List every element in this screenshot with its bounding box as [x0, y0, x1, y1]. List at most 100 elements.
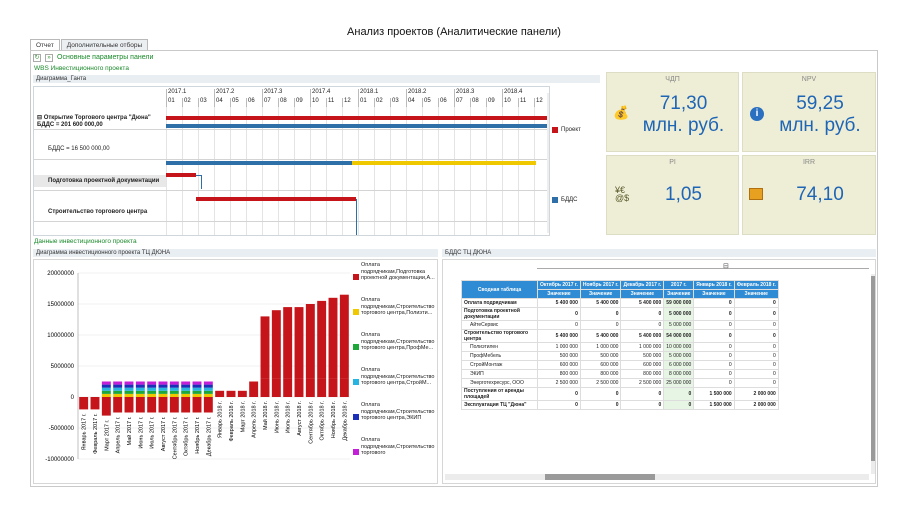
- bar-segment[interactable]: [113, 397, 123, 413]
- bar-segment[interactable]: [124, 397, 134, 413]
- bar-segment[interactable]: [113, 381, 123, 385]
- bar-segment[interactable]: [147, 384, 157, 388]
- bar-segment[interactable]: [203, 384, 213, 388]
- refresh-icon[interactable]: ↻: [33, 53, 41, 62]
- bar-segment[interactable]: [192, 393, 202, 397]
- bar-segment[interactable]: [215, 390, 225, 397]
- bar-segment[interactable]: [147, 387, 157, 391]
- pivot-column-header[interactable]: Февраль 2018 г.: [733, 280, 779, 290]
- bar-segment[interactable]: [192, 381, 202, 385]
- bar-segment[interactable]: [328, 378, 338, 397]
- bar-segment[interactable]: [181, 387, 191, 391]
- bar-segment[interactable]: [260, 316, 270, 379]
- bar-segment[interactable]: [169, 384, 179, 388]
- pivot-column-header[interactable]: Январь 2018 г.: [693, 280, 735, 290]
- bar-segment[interactable]: [181, 397, 191, 413]
- table-row[interactable]: ЭКИП 800 000 800 000 800 000 8 000 000 0 0: [461, 369, 779, 379]
- bar-segment[interactable]: [294, 307, 304, 379]
- bar-segment[interactable]: [226, 390, 236, 397]
- bar-segment[interactable]: [147, 390, 157, 394]
- bar-segment[interactable]: [203, 381, 213, 385]
- bar-segment[interactable]: [169, 381, 179, 385]
- bar-segment[interactable]: [158, 387, 168, 391]
- bar-segment[interactable]: [192, 390, 202, 394]
- bar-segment[interactable]: [135, 381, 145, 385]
- bar-segment[interactable]: [135, 384, 145, 388]
- bar-segment[interactable]: [147, 381, 157, 385]
- bar-segment[interactable]: [339, 294, 349, 379]
- table-row[interactable]: Поступления от аренды площадей 0 0 0 0 1 500 …: [461, 387, 779, 401]
- table-row[interactable]: Строительство торгового центра 5 400 000 5…: [461, 329, 779, 343]
- table-row[interactable]: СтройМонтаж 600 000 600 000 600 000 6 000 00…: [461, 360, 779, 370]
- bar-segment[interactable]: [317, 300, 327, 379]
- bar-segment[interactable]: [101, 397, 111, 416]
- bar-segment[interactable]: [79, 397, 89, 410]
- bar-segment[interactable]: [181, 381, 191, 385]
- table-row[interactable]: Эксплуатация ТЦ "Дюна" 0 0 0 0 1 500 000 2 000…: [461, 400, 779, 410]
- bar-segment[interactable]: [135, 387, 145, 391]
- bar-segment[interactable]: [271, 378, 281, 397]
- bar-segment[interactable]: [147, 393, 157, 397]
- bar-segment[interactable]: [113, 387, 123, 391]
- bar-segment[interactable]: [169, 390, 179, 394]
- table-row[interactable]: Полиэтилен 1 000 000 1 000 000 1 000 000 10 …: [461, 342, 779, 352]
- bar-segment[interactable]: [260, 378, 270, 397]
- bar-segment[interactable]: [339, 378, 349, 397]
- bar-segment[interactable]: [101, 381, 111, 385]
- bar-segment[interactable]: [181, 393, 191, 397]
- bar-segment[interactable]: [101, 387, 111, 391]
- bar-segment[interactable]: [124, 381, 134, 385]
- bar-segment[interactable]: [294, 378, 304, 397]
- gantt-bar[interactable]: [166, 124, 549, 128]
- gantt-bar[interactable]: [166, 116, 549, 120]
- bar-segment[interactable]: [203, 390, 213, 394]
- bar-segment[interactable]: [124, 393, 134, 397]
- bar-segment[interactable]: [135, 397, 145, 413]
- bar-segment[interactable]: [135, 393, 145, 397]
- pivot-column-header[interactable]: Декабрь 2017 г.: [620, 280, 665, 290]
- bar-segment[interactable]: [169, 393, 179, 397]
- bar-segment[interactable]: [169, 397, 179, 413]
- pivot-h-scrollbar[interactable]: [445, 474, 869, 480]
- bar-segment[interactable]: [203, 387, 213, 391]
- panel-settings-link[interactable]: Основные параметры панели: [57, 54, 154, 61]
- gantt-scrollbar[interactable]: [547, 93, 549, 233]
- bar-segment[interactable]: [328, 297, 338, 379]
- bar-segment[interactable]: [192, 397, 202, 413]
- tab-report[interactable]: Отчет: [30, 39, 60, 50]
- gantt-bar[interactable]: [352, 161, 536, 165]
- bar-segment[interactable]: [158, 397, 168, 413]
- bar-segment[interactable]: [158, 384, 168, 388]
- bar-segment[interactable]: [158, 381, 168, 385]
- bar-segment[interactable]: [101, 393, 111, 397]
- collapse-toggle-icon[interactable]: ⊟: [37, 115, 44, 121]
- gantt-bar[interactable]: [196, 197, 356, 201]
- bar-segment[interactable]: [101, 390, 111, 394]
- bar-segment[interactable]: [124, 384, 134, 388]
- bar-segment[interactable]: [317, 378, 327, 397]
- bar-segment[interactable]: [147, 397, 157, 413]
- collapse-toggle-icon[interactable]: ⊟: [723, 263, 729, 270]
- table-row[interactable]: Энерготехресурс, ООО 2 500 000 2 500 000 2 …: [461, 378, 779, 388]
- pivot-v-scrollbar[interactable]: [871, 274, 875, 474]
- bar-segment[interactable]: [305, 378, 315, 397]
- bar-segment[interactable]: [283, 378, 293, 397]
- bar-segment[interactable]: [113, 393, 123, 397]
- bar-segment[interactable]: [192, 384, 202, 388]
- bar-segment[interactable]: [249, 381, 259, 398]
- table-row[interactable]: АйтеСервис 0 0 0 5 000 000 0 0: [461, 320, 779, 330]
- collapse-icon[interactable]: »: [45, 53, 53, 62]
- gantt-bar[interactable]: [166, 161, 352, 165]
- bar-segment[interactable]: [305, 304, 315, 379]
- pivot-column-header[interactable]: Октябрь 2017 г.: [537, 280, 581, 290]
- bar-segment[interactable]: [203, 397, 213, 413]
- bar-segment[interactable]: [181, 384, 191, 388]
- bar-segment[interactable]: [124, 387, 134, 391]
- bar-segment[interactable]: [158, 393, 168, 397]
- bar-segment[interactable]: [237, 390, 247, 397]
- tab-extra-filters[interactable]: Дополнительные отборы: [60, 39, 149, 50]
- bar-segment[interactable]: [203, 393, 213, 397]
- bar-segment[interactable]: [113, 390, 123, 394]
- bar-segment[interactable]: [90, 397, 100, 410]
- table-row[interactable]: Подготовка проектной документации 0 0 0 5 00…: [461, 307, 779, 321]
